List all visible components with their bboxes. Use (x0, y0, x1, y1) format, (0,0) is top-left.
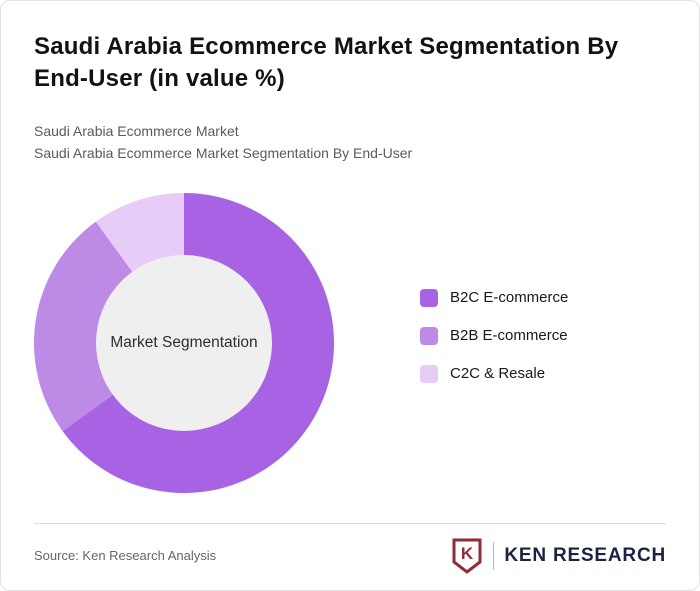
chart-legend: B2C E-commerce B2B E-commerce C2C & Resale (420, 288, 569, 383)
legend-swatch (420, 326, 438, 345)
source-text: Source: Ken Research Analysis (34, 548, 217, 564)
logo-text: KEN RESEARCH (504, 544, 666, 566)
donut-inner-circle (96, 254, 272, 431)
donut-chart: Market Segmentation (34, 192, 334, 493)
donut-center-label: Market Segmentation (110, 333, 258, 351)
legend-swatch (420, 288, 438, 307)
footer: Source: Ken Research Analysis K KEN RESE… (34, 522, 666, 574)
subtitle-line-2: Saudi Arabia Ecommerce Market Segmentati… (34, 145, 413, 162)
legend-label: B2B E-commerce (450, 327, 568, 345)
svg-text:K: K (461, 544, 474, 563)
legend-item: C2C & Resale (420, 364, 568, 383)
legend-label: B2C E-commerce (450, 289, 569, 307)
ken-research-logo: K KEN RESEARCH (451, 538, 666, 574)
donut-chart-svg (34, 192, 334, 493)
logo-divider (493, 541, 495, 570)
page-title: Saudi Arabia Ecommerce Market Segmentati… (34, 33, 619, 93)
legend-item: B2C E-commerce (420, 288, 569, 307)
chart-area: Market Segmentation B2C E-commerce B2B E-… (34, 192, 666, 493)
ken-research-shield-icon: K (452, 538, 482, 574)
subtitle-line-1: Saudi Arabia Ecommerce Market (34, 122, 239, 139)
legend-item: B2B E-commerce (420, 326, 568, 345)
legend-swatch (420, 364, 438, 383)
legend-label: C2C & Resale (450, 365, 546, 383)
